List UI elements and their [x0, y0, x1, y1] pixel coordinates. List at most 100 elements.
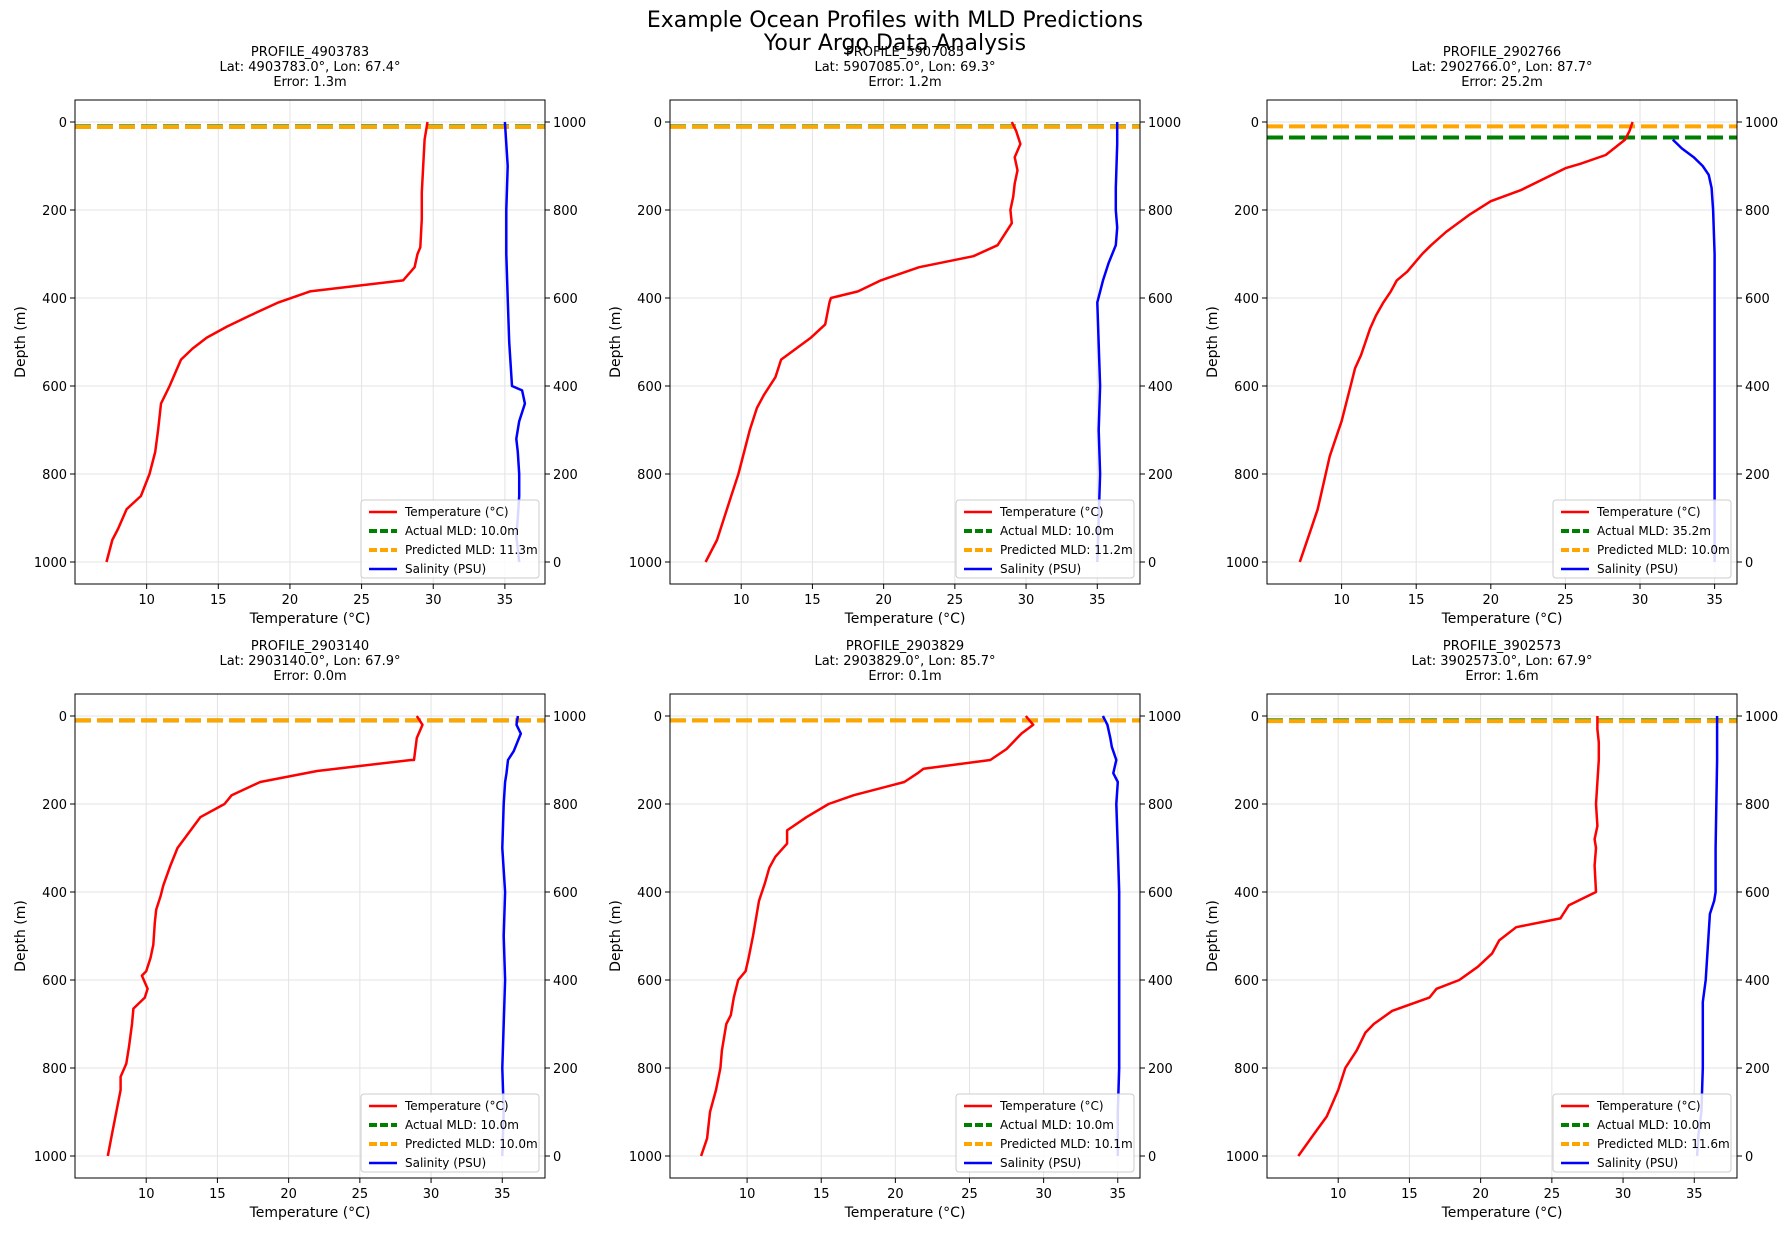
plot-area	[75, 121, 545, 563]
y-tick-label: 0	[654, 116, 662, 131]
y-tick-label: 800	[1234, 1062, 1259, 1077]
axes-frame	[74, 99, 546, 585]
y-tick-label: 600	[42, 380, 67, 395]
legend-label-predicted: Predicted MLD: 10.0m	[1597, 543, 1730, 557]
chart-error-text: Error: 25.2m	[1461, 75, 1543, 90]
x-axis-label: Temperature (°C)	[844, 611, 966, 627]
x-tick-label: 10	[1330, 1187, 1347, 1202]
y-axis-label: Depth (m)	[13, 900, 29, 972]
legend-box	[360, 499, 540, 579]
y-tick-label: 200	[637, 798, 662, 813]
y2-tick-label: 200	[553, 468, 578, 483]
y-tick-label: 400	[637, 292, 662, 307]
legend: Temperature (°C) Actual MLD: 10.0m Predict…	[955, 499, 1135, 579]
y-tick-label: 1000	[1226, 1150, 1259, 1165]
y-tick-label: 600	[637, 974, 662, 989]
legend-box	[1552, 1093, 1732, 1173]
legend-label-salinity: Salinity (PSU)	[1000, 562, 1081, 576]
chart-subtitle: Lat: 2903829.0°, Lon: 85.7°	[814, 654, 995, 669]
x-tick-label: 15	[210, 593, 227, 608]
chart-title: PROFILE_4903783	[251, 45, 369, 60]
y2-tick-label: 200	[1745, 468, 1770, 483]
y-tick-label: 800	[42, 468, 67, 483]
y2-tick-label: 400	[553, 380, 578, 395]
y2-tick-label: 1000	[1745, 710, 1778, 725]
y2-tick-label: 1000	[1148, 710, 1181, 725]
temperature-line	[699, 715, 1035, 1157]
y-tick-label: 400	[1234, 292, 1259, 307]
x-tick-label: 35	[1706, 593, 1723, 608]
axes-frame	[1266, 99, 1738, 585]
legend-label-predicted: Predicted MLD: 11.6m	[1597, 1137, 1730, 1151]
salinity-line	[501, 715, 523, 1157]
y-tick-label: 800	[637, 1062, 662, 1077]
salinity-line	[1101, 715, 1121, 1156]
temperature-line	[1298, 121, 1634, 563]
legend-label-temperature: Temperature (°C)	[1596, 505, 1701, 519]
temperature-line	[106, 715, 424, 1157]
y2-tick-label: 0	[1745, 556, 1753, 571]
y-tick-label: 200	[637, 204, 662, 219]
y2-tick-label: 200	[1745, 1062, 1770, 1077]
legend-label-salinity: Salinity (PSU)	[1597, 562, 1678, 576]
legend: Temperature (°C) Actual MLD: 10.0m Predict…	[955, 1093, 1135, 1173]
legend-label-predicted: Predicted MLD: 11.3m	[405, 543, 538, 557]
x-tick-label: 10	[138, 1187, 155, 1202]
legend-label-actual: Actual MLD: 10.0m	[1000, 524, 1114, 538]
chart-subtitle: Lat: 3902573.0°, Lon: 67.9°	[1411, 654, 1592, 669]
legend-box	[360, 1093, 540, 1173]
y-axis-label: Depth (m)	[13, 306, 29, 378]
x-tick-label: 25	[1544, 1187, 1561, 1202]
x-tick-label: 20	[887, 1187, 904, 1202]
x-tick-label: 30	[423, 1187, 440, 1202]
x-tick-label: 35	[494, 1187, 511, 1202]
y-tick-label: 200	[42, 204, 67, 219]
x-tick-label: 25	[1557, 593, 1574, 608]
y-axis-label: Depth (m)	[1205, 900, 1221, 972]
y2-tick-label: 800	[553, 204, 578, 219]
y-tick-label: 1000	[629, 556, 662, 571]
x-tick-label: 25	[961, 1187, 978, 1202]
x-tick-label: 25	[353, 593, 370, 608]
y2-tick-label: 400	[1745, 380, 1770, 395]
y-tick-label: 400	[637, 886, 662, 901]
x-tick-label: 10	[739, 1187, 756, 1202]
plot-area	[1267, 121, 1737, 563]
chart-title: PROFILE_2902766	[1443, 45, 1561, 60]
chart-subtitle: Lat: 2903140.0°, Lon: 67.9°	[219, 654, 400, 669]
y2-tick-label: 400	[553, 974, 578, 989]
y2-tick-label: 400	[1148, 974, 1173, 989]
y2-tick-label: 800	[1148, 798, 1173, 813]
y-tick-label: 600	[42, 974, 67, 989]
x-tick-label: 10	[138, 593, 155, 608]
axes-frame	[669, 693, 1141, 1179]
y2-tick-label: 600	[1745, 886, 1770, 901]
x-tick-label: 20	[280, 1187, 297, 1202]
x-tick-label: 10	[733, 593, 750, 608]
y-tick-label: 800	[42, 1062, 67, 1077]
salinity-line	[503, 121, 527, 563]
y-tick-label: 400	[42, 292, 67, 307]
y-tick-label: 800	[1234, 468, 1259, 483]
x-tick-label: 20	[282, 593, 299, 608]
y-tick-label: 400	[1234, 886, 1259, 901]
y-axis-label: Depth (m)	[1205, 306, 1221, 378]
y-tick-label: 600	[1234, 974, 1259, 989]
legend-label-actual: Actual MLD: 10.0m	[405, 524, 519, 538]
plot-area	[670, 121, 1140, 563]
y2-tick-label: 800	[1148, 204, 1173, 219]
y2-tick-label: 0	[1745, 1150, 1753, 1165]
plot-area	[1267, 716, 1737, 1157]
chart-subtitle: Lat: 2902766.0°, Lon: 87.7°	[1411, 60, 1592, 75]
y2-tick-label: 800	[1745, 204, 1770, 219]
x-tick-label: 10	[1333, 593, 1350, 608]
plot-area	[670, 715, 1140, 1157]
figure-title-line2: Your Argo Data Analysis	[763, 31, 1026, 56]
y-tick-label: 600	[1234, 380, 1259, 395]
salinity-line	[1671, 138, 1716, 562]
chart-subtitle: Lat: 4903783.0°, Lon: 67.4°	[219, 60, 400, 75]
